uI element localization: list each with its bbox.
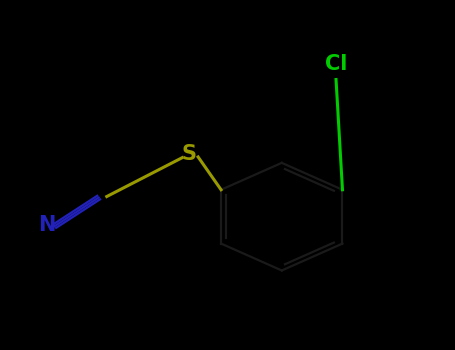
Text: S: S bbox=[182, 144, 197, 164]
Text: N: N bbox=[38, 215, 56, 235]
Text: Cl: Cl bbox=[325, 54, 347, 74]
